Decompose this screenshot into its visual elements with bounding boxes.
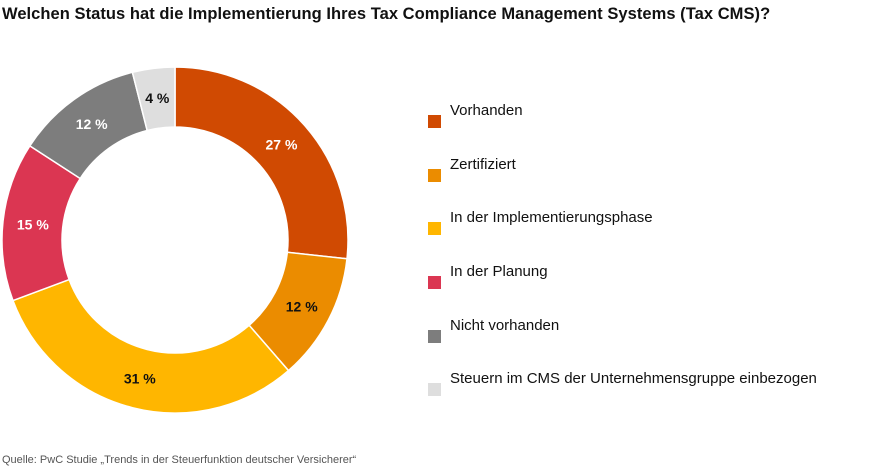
slice-label-1: 27 % xyxy=(266,137,298,153)
legend-swatch xyxy=(428,276,441,290)
slice-label-2: 12 % xyxy=(286,298,318,314)
legend-item: Vorhanden xyxy=(428,96,878,150)
slice-label-5: 12 % xyxy=(76,116,108,132)
legend-swatch xyxy=(428,115,441,129)
legend-label: Steuern im CMS der Unternehmensgruppe ei… xyxy=(450,370,817,388)
legend-item: In der Implementierungsphase xyxy=(428,203,878,257)
legend-swatch xyxy=(428,168,441,182)
legend-item: In der Planung xyxy=(428,257,878,311)
legend-label: In der Implementierungsphase xyxy=(450,209,653,227)
legend-item: Zertifiziert xyxy=(428,150,878,204)
legend-swatch xyxy=(428,383,441,397)
legend-label: Nicht vorhanden xyxy=(450,316,560,334)
legend-label: Zertifiziert xyxy=(450,155,516,173)
donut-slice-1 xyxy=(174,66,349,260)
source-note: Quelle: PwC Studie „Trends in der Steuer… xyxy=(2,454,357,466)
donut-slice-6 xyxy=(131,66,176,132)
legend: Vorhanden Zertifiziert In der Implementier… xyxy=(428,96,878,418)
legend-label: In der Planung xyxy=(450,263,548,281)
legend-item: Steuern im CMS der Unternehmensgruppe ei… xyxy=(428,364,878,418)
slice-label-6: 4 % xyxy=(145,90,170,106)
legend-item: Nicht vorhanden xyxy=(428,310,878,364)
legend-swatch xyxy=(428,222,441,236)
donut-slice-3 xyxy=(11,278,290,414)
chart-title: Welchen Status hat die Implementierung I… xyxy=(2,5,771,23)
donut-slices xyxy=(1,66,349,414)
donut-labels: 27 % 12 % 31 % 15 % 12 % 4 % xyxy=(17,90,318,386)
slice-label-4: 15 % xyxy=(17,216,49,232)
legend-label: Vorhanden xyxy=(450,102,523,120)
legend-swatch xyxy=(428,329,441,343)
slice-label-3: 31 % xyxy=(124,371,156,387)
